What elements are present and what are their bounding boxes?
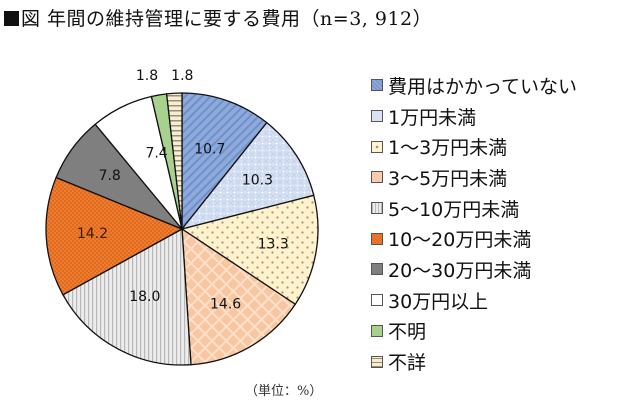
legend-label: 30万円以上 xyxy=(388,290,489,313)
legend-swatch-icon xyxy=(371,110,383,123)
legend-item: 不詳 xyxy=(371,346,577,377)
legend-label: 20〜30万円未満 xyxy=(388,259,532,282)
legend-swatch-icon xyxy=(371,202,383,215)
pie-slice xyxy=(181,227,297,366)
pie-slice xyxy=(181,92,268,231)
legend-item: 5〜10万円未満 xyxy=(371,193,577,224)
pie-data-label: 1.8 xyxy=(136,68,158,84)
legend-item: 10〜20万円未満 xyxy=(371,223,577,254)
pie-data-label: 13.3 xyxy=(258,237,289,253)
legend-label: 費用はかかっていない xyxy=(388,75,578,98)
legend-item: 1万円未満 xyxy=(371,101,577,132)
pie-slices xyxy=(45,92,319,366)
pie-data-label: 14.6 xyxy=(210,296,241,312)
legend-swatch-icon xyxy=(371,355,383,368)
pie-data-label: 10.3 xyxy=(242,172,273,188)
pie-slice xyxy=(180,121,315,231)
pie-slice xyxy=(180,194,319,306)
title-square-marker xyxy=(4,11,19,26)
pie-data-label: 7.8 xyxy=(99,168,121,184)
pie-data-label: 10.7 xyxy=(194,141,225,157)
legend-item: 費用はかかっていない xyxy=(371,70,577,101)
pie-data-label: 18.0 xyxy=(129,289,160,305)
legend-label: 3〜5万円未満 xyxy=(388,167,508,190)
legend-label: 1〜3万円未満 xyxy=(388,137,508,160)
legend-item: 不明 xyxy=(371,316,577,347)
legend-swatch-icon xyxy=(371,294,383,307)
legend-item: 30万円以上 xyxy=(371,285,577,316)
pie-data-label: 14.2 xyxy=(77,226,108,242)
legend-label: 5〜10万円未満 xyxy=(388,198,520,221)
legend-item: 20〜30万円未満 xyxy=(371,254,577,285)
title-text: 図 年間の維持管理に要する費用（n=3, 912） xyxy=(21,8,433,30)
chart-title: 図 年間の維持管理に要する費用（n=3, 912） xyxy=(4,4,432,31)
legend-item: 1〜3万円未満 xyxy=(371,131,577,162)
pie-slice xyxy=(45,176,184,296)
pie-data-label: 1.8 xyxy=(171,68,193,84)
legend-swatch-icon xyxy=(371,171,383,184)
legend-item: 3〜5万円未満 xyxy=(371,162,577,193)
pie-data-labels: 10.7 10.3 13.3 14.6 18.0 14.2 7.8 7.4 1.8 1.8 xyxy=(77,68,289,312)
unit-note: （単位：%） xyxy=(245,384,323,399)
legend-label: 不明 xyxy=(388,321,427,344)
legend-label: 1万円未満 xyxy=(388,106,477,129)
pie-slice xyxy=(62,227,192,366)
pie-slice xyxy=(165,92,183,230)
legend-label: 不詳 xyxy=(388,352,427,375)
pie-data-label: 7.4 xyxy=(145,145,167,161)
legend: 費用はかかっていない 1万円未満 1〜3万円未満 3〜5万円未満 5〜10万円未… xyxy=(371,70,577,377)
legend-swatch-icon xyxy=(371,324,383,337)
legend-swatch-icon xyxy=(371,140,383,153)
legend-swatch-icon xyxy=(371,232,383,245)
legend-label: 10〜20万円未満 xyxy=(388,229,532,252)
legend-swatch-icon xyxy=(371,263,383,276)
legend-swatch-icon xyxy=(371,79,383,92)
